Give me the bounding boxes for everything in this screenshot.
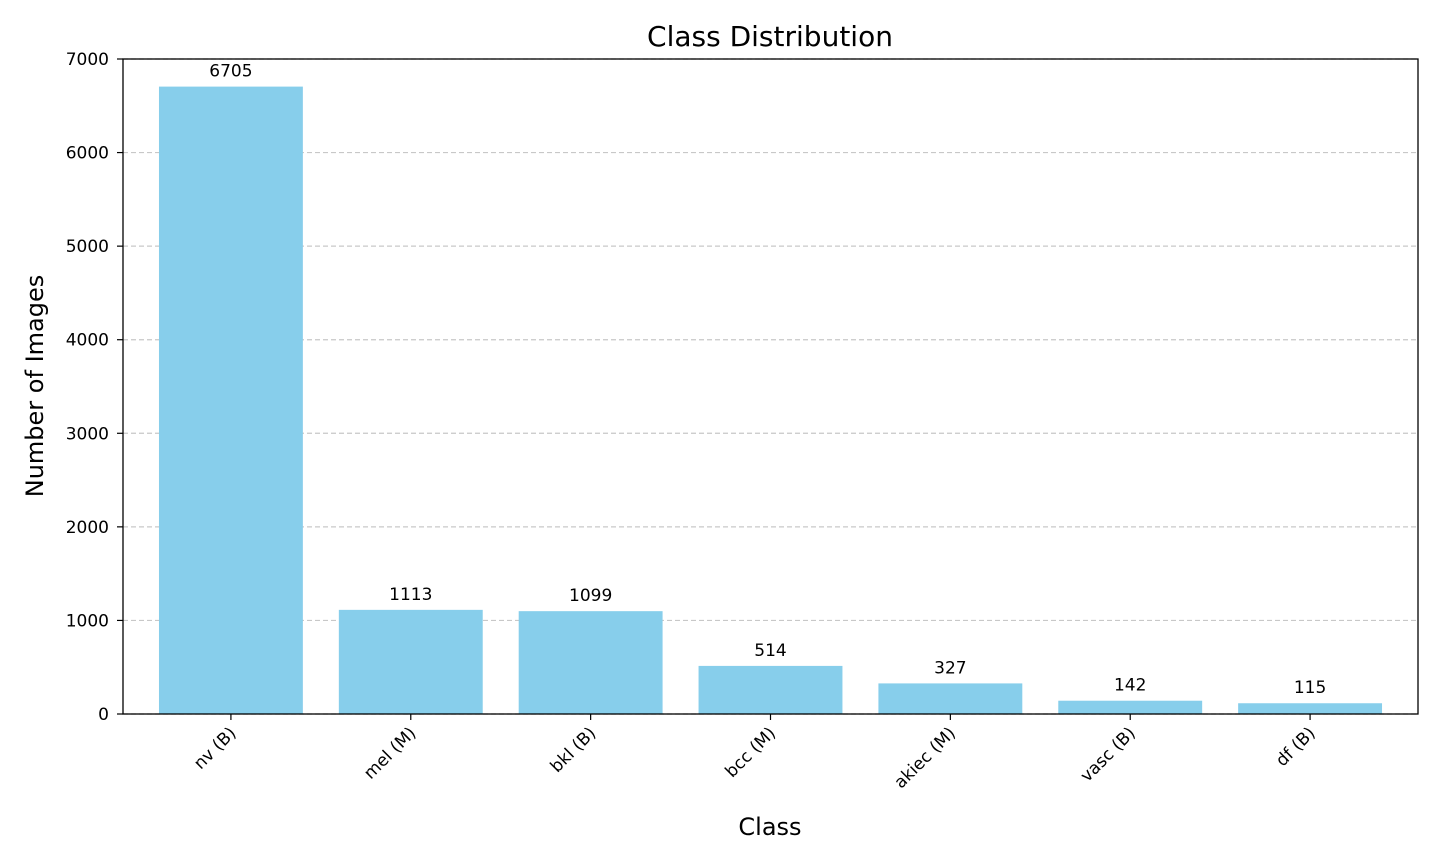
plot-frame (122, 58, 1419, 715)
bar (1058, 700, 1203, 714)
bar (1238, 703, 1383, 714)
y-tick-label: 1000 (66, 611, 109, 631)
bar-value-label: 1113 (389, 585, 432, 605)
x-tick-label: bcc (M) (721, 723, 780, 782)
bar-value-label: 514 (754, 641, 786, 661)
bar-value-labels: 6705 1113 1099 514 327 142 115 (209, 62, 1326, 699)
y-tick-label: 4000 (66, 331, 109, 351)
x-axis-ticks: nv (B) mel (M) bkl (B) bcc (M) akiec (M) vasc… (190, 714, 1320, 793)
bar-value-label: 327 (934, 658, 966, 678)
x-tick-label: mel (M) (360, 723, 420, 783)
bar-value-label: 115 (1294, 678, 1326, 698)
y-tick-label: 6000 (66, 144, 109, 164)
bar (878, 683, 1023, 714)
y-tick-label: 0 (98, 705, 109, 725)
y-axis-ticks: 0 1000 2000 3000 4000 5000 6000 7000 (66, 50, 123, 725)
y-axis-label: Number of Images (21, 275, 49, 497)
bar (158, 86, 303, 714)
y-tick-label: 7000 (66, 50, 109, 70)
bar (698, 665, 843, 714)
y-tick-label: 2000 (66, 518, 109, 538)
bar (338, 609, 483, 714)
bar-value-label: 142 (1114, 676, 1146, 696)
x-tick-label: nv (B) (190, 723, 240, 773)
bars (158, 86, 1383, 714)
chart-title: Class Distribution (647, 20, 893, 53)
x-tick-label: vasc (B) (1077, 723, 1140, 786)
x-tick-label: df (B) (1272, 723, 1319, 770)
y-tick-label: 3000 (66, 424, 109, 444)
bar-value-label: 1099 (569, 586, 612, 606)
y-tick-label: 5000 (66, 237, 109, 257)
x-tick-label: akiec (M) (891, 723, 960, 792)
x-tick-label: bkl (B) (547, 723, 601, 777)
grid-lines (123, 58, 1418, 715)
x-axis-label: Class (738, 813, 801, 841)
bar-value-label: 6705 (209, 62, 252, 82)
bar (518, 611, 663, 714)
